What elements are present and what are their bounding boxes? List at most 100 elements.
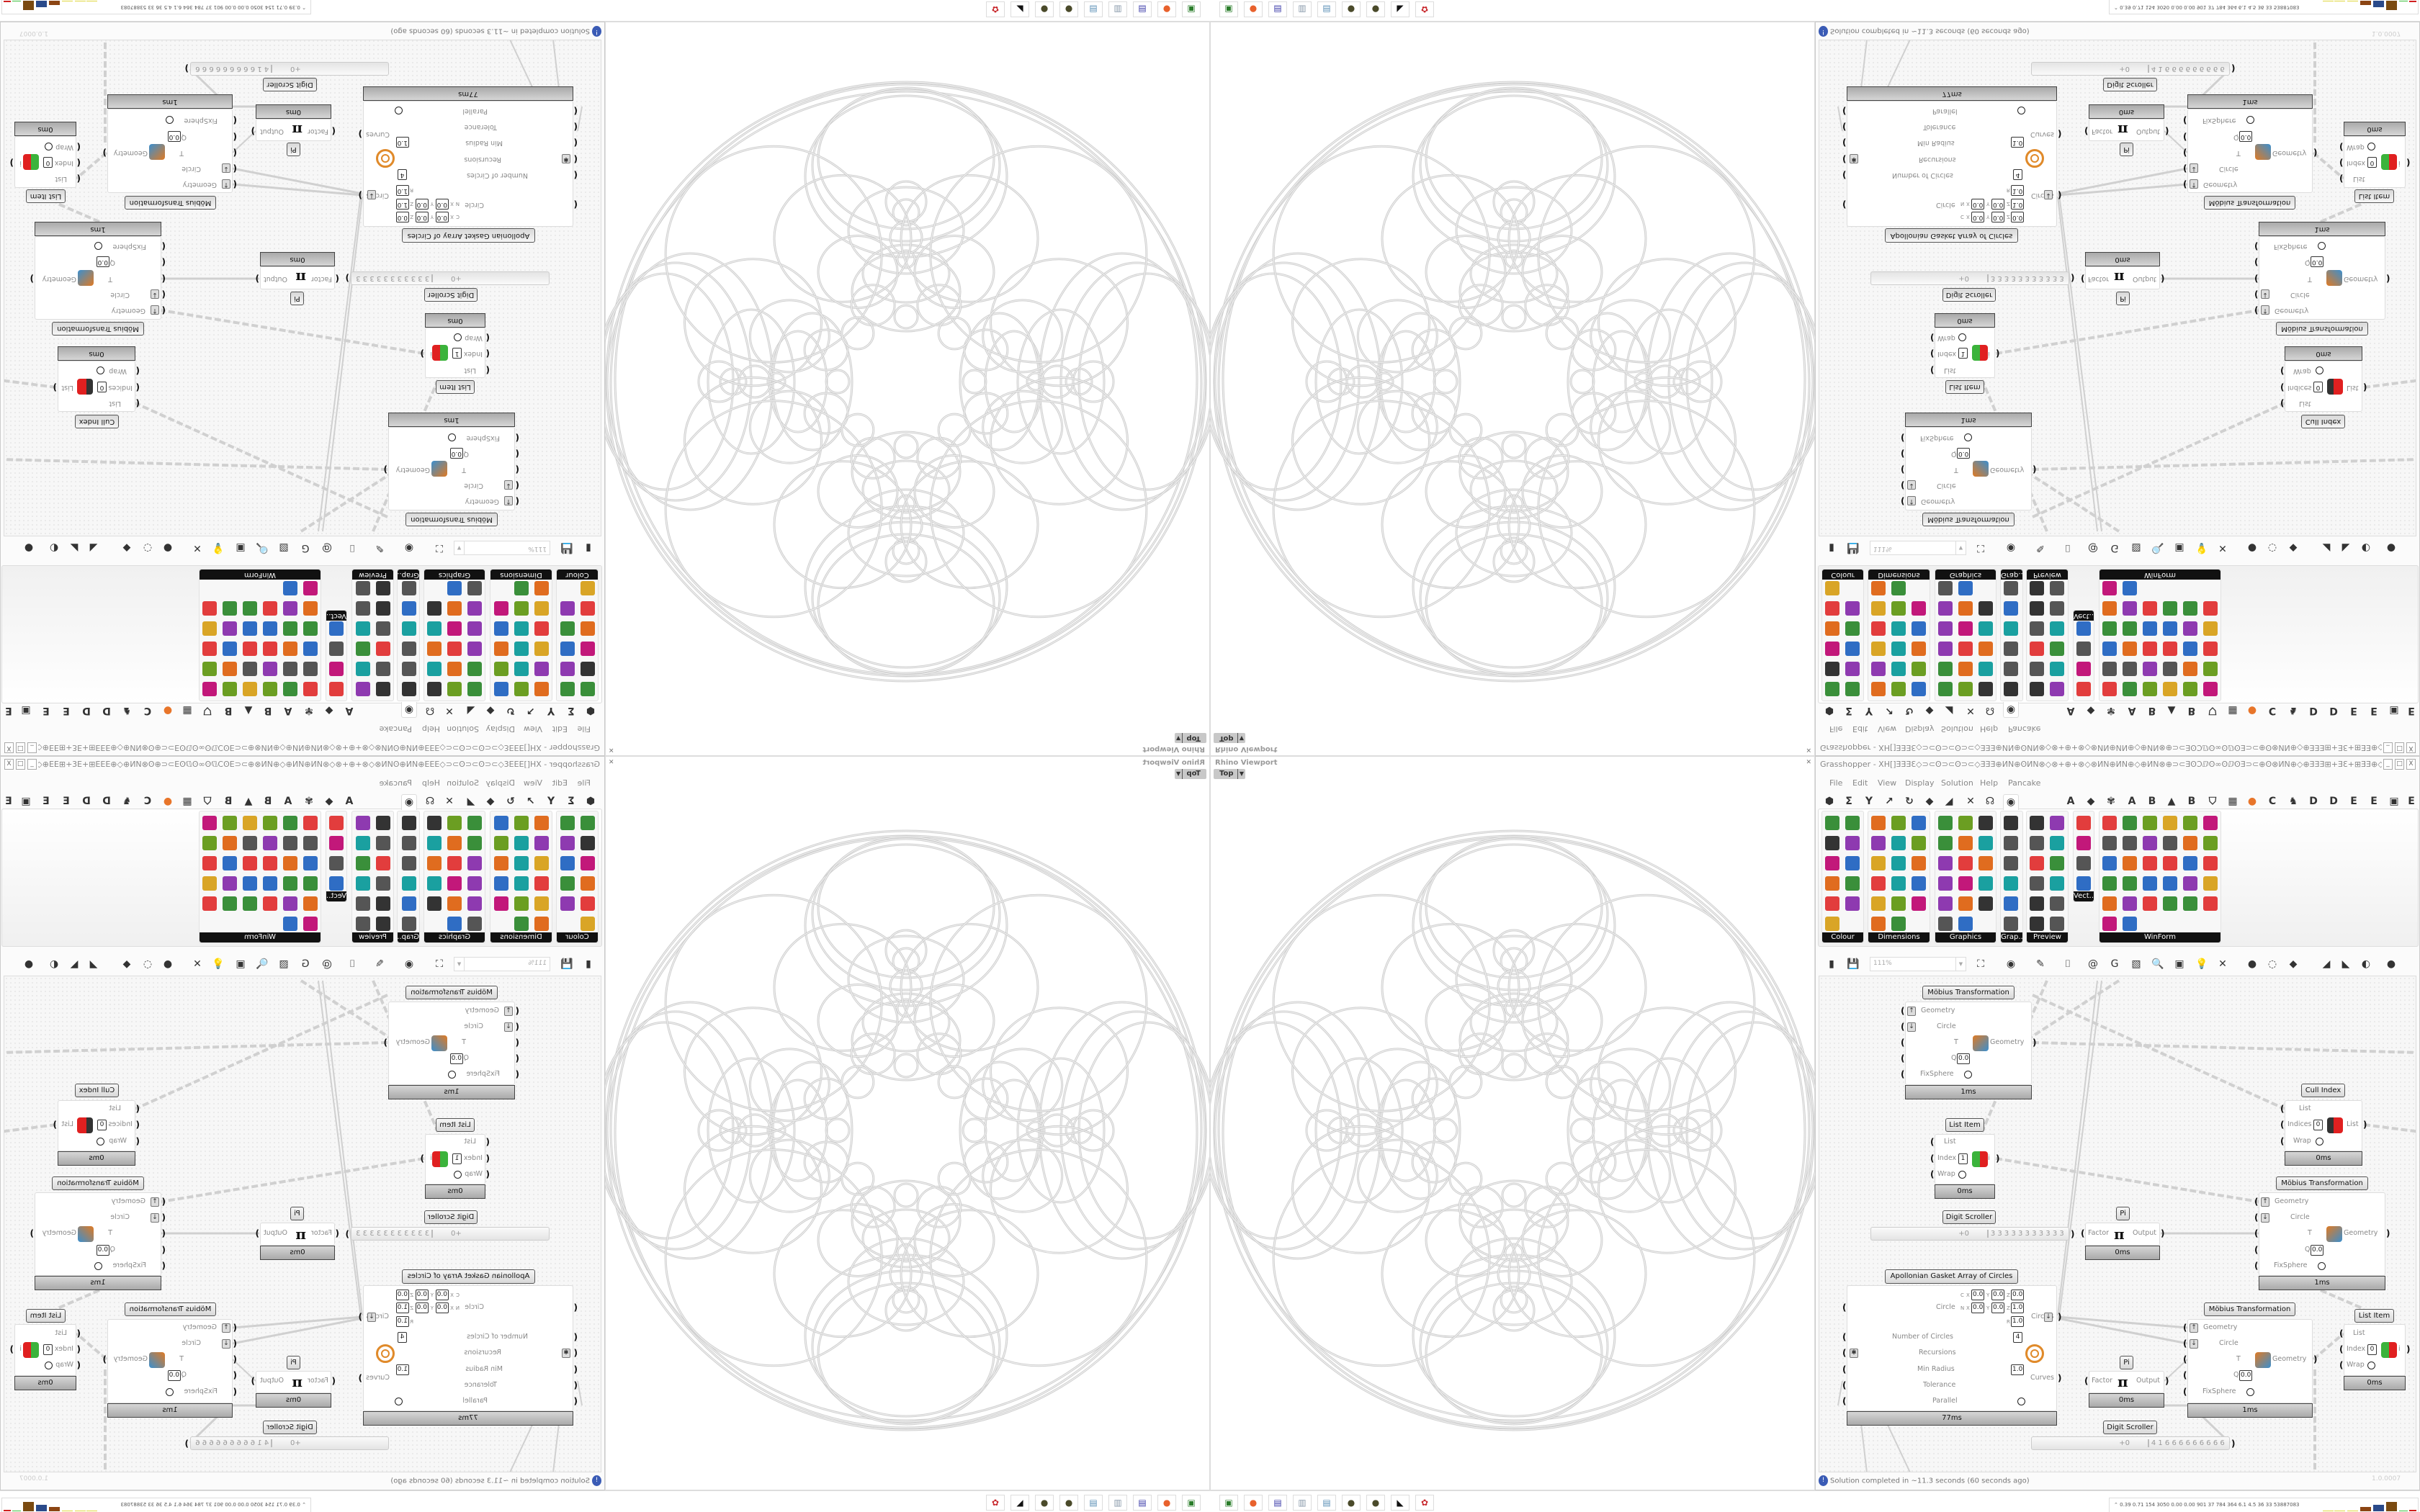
output-grip[interactable]: ): [358, 1312, 362, 1322]
input-grip[interactable]: (: [233, 1323, 237, 1333]
tab-tab-flower[interactable]: ✾: [2103, 703, 2119, 718]
maximize-button[interactable]: □: [2395, 742, 2404, 753]
shaded-button[interactable]: ◆: [120, 957, 134, 971]
hearts-icon[interactable]: [356, 601, 370, 616]
pie-chart-icon[interactable]: [2163, 856, 2177, 870]
q-value[interactable]: 0.0: [167, 131, 181, 142]
input-grip[interactable]: (: [573, 122, 578, 132]
half-sphere-button[interactable]: ◐: [2359, 957, 2373, 971]
input-grip[interactable]: (: [1842, 1380, 1847, 1390]
blue-sphere-button[interactable]: ●: [2384, 957, 2398, 971]
tab-tab-a2[interactable]: A: [280, 703, 296, 718]
tab-curve[interactable]: ↻: [1901, 703, 1917, 718]
menu-help[interactable]: Help: [421, 778, 440, 788]
zoom-extents-button[interactable]: ⛶: [1973, 541, 1988, 555]
line-graph-icon[interactable]: [2004, 876, 2018, 891]
input-grip[interactable]: (: [161, 1228, 166, 1238]
close-button[interactable]: X: [2406, 759, 2416, 770]
spinner-icon[interactable]: [2183, 896, 2197, 911]
heart-mesh-icon[interactable]: [2050, 856, 2064, 870]
bake-green-button[interactable]: ◣: [2339, 541, 2353, 555]
node-title[interactable]: Apollonian Gasket Array of Circles: [1885, 228, 2018, 243]
text-t-icon[interactable]: [1958, 662, 1973, 676]
sort-numbers-icon[interactable]: [2076, 816, 2091, 830]
tab-tab-b2[interactable]: B: [2184, 703, 2200, 718]
button-range-icon[interactable]: [2102, 876, 2117, 891]
hsl-icon[interactable]: [1845, 856, 1860, 870]
grey-circle-icon[interactable]: [467, 682, 482, 696]
hatch-grid-icon[interactable]: [534, 621, 549, 636]
output-grip[interactable]: ): [2231, 1439, 2236, 1449]
green-panel-icon[interactable]: [2143, 601, 2157, 616]
grey-circle-icon[interactable]: [1938, 816, 1953, 830]
box-dimension-icon[interactable]: [1912, 896, 1926, 911]
tab-tab-c[interactable]: C: [2264, 794, 2280, 809]
spinner-icon[interactable]: [223, 896, 237, 911]
gradient-icon[interactable]: [1845, 682, 1860, 696]
shaded-button[interactable]: ◆: [120, 541, 134, 555]
center-z-value[interactable]: 0.0: [395, 212, 409, 222]
line-pair-icon[interactable]: [534, 581, 549, 595]
arrow-panel-icon[interactable]: [283, 581, 297, 595]
circles-param-icon[interactable]: ↓: [2044, 190, 2053, 199]
tab-sets[interactable]: Y: [1861, 703, 1877, 718]
list-circle-icon[interactable]: [1958, 856, 1973, 870]
tab-display-eye[interactable]: ◉: [2003, 794, 2019, 810]
eye-ring-icon[interactable]: [1978, 682, 1993, 696]
angle-dimension-icon[interactable]: [494, 816, 508, 830]
preview-eye-button[interactable]: ◉: [2004, 541, 2018, 555]
circle-param-icon[interactable]: ↓: [222, 163, 230, 173]
gradient-sphere-icon[interactable]: [1938, 917, 1953, 931]
tab-maths[interactable]: Σ: [563, 703, 579, 718]
recursions-param-icon[interactable]: ✱: [1850, 1349, 1858, 1358]
tab-display-eye[interactable]: ◉: [401, 794, 417, 810]
save-star-icon[interactable]: [427, 601, 442, 616]
comb-dimension-icon[interactable]: [514, 856, 529, 870]
firefox-button[interactable]: ●: [1157, 1495, 1176, 1511]
blur-dot-icon[interactable]: [467, 642, 482, 656]
number-of-circles-value[interactable]: 4: [2013, 169, 2022, 180]
input-grip[interactable]: (: [2339, 1328, 2344, 1338]
radius-value[interactable]: 1.0: [395, 185, 409, 196]
tab-tab-e2[interactable]: E: [2366, 703, 2382, 718]
input-grip[interactable]: (: [485, 1137, 490, 1147]
menu-solution[interactable]: Solution: [447, 724, 479, 734]
pie-edit-icon[interactable]: [223, 662, 237, 676]
close-button[interactable]: X: [2406, 742, 2416, 753]
media-player-button[interactable]: ▣: [1219, 1495, 1238, 1511]
circles-param-icon[interactable]: ↓: [2044, 1313, 2053, 1322]
output-grip[interactable]: ): [2071, 273, 2075, 283]
eye-ring-icon[interactable]: [427, 816, 442, 830]
input-grip[interactable]: (: [1842, 1332, 1847, 1342]
red-sphere-icon[interactable]: [581, 876, 595, 891]
link-circle-icon[interactable]: [1958, 621, 1973, 636]
ribbon-group-label[interactable]: Vect...: [2074, 891, 2094, 901]
save-star-icon[interactable]: [427, 896, 442, 911]
dotted-circle-icon[interactable]: [1938, 662, 1953, 676]
diagonal-dimension-icon[interactable]: [1891, 896, 1906, 911]
text-list-icon[interactable]: [263, 682, 277, 696]
gha-button[interactable]: G: [2107, 541, 2122, 555]
ribbon-group-label[interactable]: Graphics: [424, 570, 485, 580]
tab-tab-d2[interactable]: D: [2326, 703, 2341, 718]
gha-button[interactable]: G: [2107, 957, 2122, 971]
wireframe-button[interactable]: ◌: [2265, 957, 2280, 971]
input-grip[interactable]: (: [135, 382, 140, 392]
sphere-preview-icon[interactable]: [2030, 662, 2044, 676]
tab-tab-e2[interactable]: E: [38, 794, 54, 809]
progress-icon[interactable]: [2203, 601, 2218, 616]
slider-panel-icon[interactable]: [202, 816, 217, 830]
toggle-circle[interactable]: [2316, 1138, 2323, 1146]
search-button[interactable]: 🔍: [255, 957, 269, 971]
center-y-value[interactable]: 0.0: [415, 212, 429, 222]
tab-maths[interactable]: Σ: [563, 794, 579, 809]
font-a-icon[interactable]: [2102, 682, 2117, 696]
gradient-icon[interactable]: [560, 816, 575, 830]
ticker-icon[interactable]: [2123, 836, 2137, 850]
input-grip[interactable]: (: [233, 132, 237, 142]
mobius-transformation-node[interactable]: [2259, 1192, 2385, 1276]
input-grip[interactable]: (: [233, 115, 237, 125]
tab-tab-b[interactable]: B: [2144, 703, 2160, 718]
red-sphere-small-icon[interactable]: [1825, 896, 1839, 911]
min-radius-value[interactable]: 1.0: [2011, 137, 2025, 148]
